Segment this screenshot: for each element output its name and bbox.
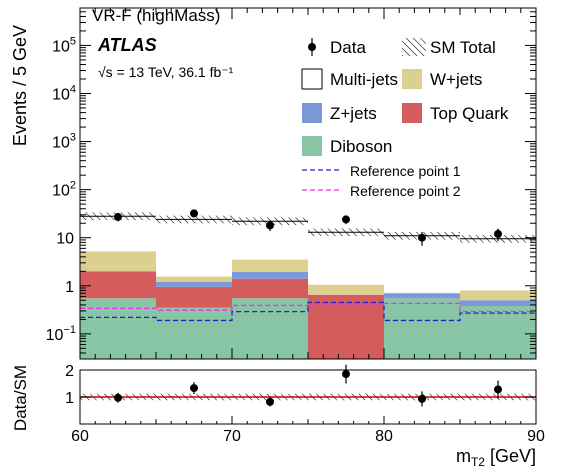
bar-top-quark-bin-0 <box>80 271 156 299</box>
legend: Data SM Total Multi-jets W+jets Z+jets Top Qu… <box>301 38 509 199</box>
data-point-0 <box>114 212 122 221</box>
legend-w-jets-label: W+jets <box>430 70 482 89</box>
ratio-point-3 <box>342 370 350 379</box>
legend-swatch <box>301 68 323 90</box>
legend-multi-jets-label: Multi-jets <box>330 70 398 89</box>
ratio-point-5 <box>494 385 502 394</box>
bar-w-jets-bin-2 <box>232 259 308 272</box>
legend-swatch <box>402 69 422 89</box>
bar-z-jets-bin-2 <box>232 271 308 279</box>
ratio-point-1 <box>190 384 198 393</box>
y-tick-label-5: 104 <box>52 83 76 103</box>
y-tick-label-2: 10 <box>56 231 74 248</box>
x-axis-label: mT2 [GeV] <box>456 446 536 469</box>
legend-data-marker <box>308 43 316 51</box>
y-axis-label: Events / 5 GeV <box>10 25 30 146</box>
bar-w-jets-bin-0 <box>80 251 156 272</box>
legend-data-label: Data <box>330 38 366 57</box>
bar-diboson-bin-0 <box>80 298 156 359</box>
y-tick-label-0: 10−1 <box>46 324 76 344</box>
reference-point-lines <box>80 301 536 322</box>
ratio-point-2 <box>266 397 274 406</box>
bar-w-jets-bin-1 <box>156 276 232 282</box>
sm-total-uncertainty-band <box>80 212 536 243</box>
bar-diboson-bin-1 <box>156 307 232 359</box>
y-tick-label-3: 102 <box>52 180 76 200</box>
legend-swatch <box>302 103 322 123</box>
bar-z-jets-bin-5 <box>460 300 536 306</box>
legend-reference-point-1: Reference point 1 <box>302 163 461 179</box>
bar-diboson-bin-2 <box>232 298 308 359</box>
main-axes: 10−1 1 10 102 103 104 105 <box>46 7 537 360</box>
x-tick-label-3: 90 <box>527 428 545 445</box>
bar-diboson-bin-5 <box>460 305 536 359</box>
energy-lumi-label: √s = 13 TeV, 36.1 fb⁻¹ <box>98 64 234 80</box>
reference-point-1-line <box>80 301 536 322</box>
legend-z-jets: Z+jets <box>302 103 377 123</box>
data-point-4 <box>418 233 426 242</box>
bar-z-jets-bin-1 <box>156 281 232 287</box>
bar-w-jets-bin-5 <box>460 290 536 301</box>
x-tick-label-2: 80 <box>375 428 393 445</box>
legend-reference-point-2: Reference point 2 <box>302 183 461 199</box>
legend-data: Data <box>308 38 366 57</box>
x-tick-label-1: 70 <box>223 428 241 445</box>
bar-w-jets-bin-3 <box>308 284 384 295</box>
data-point-5 <box>494 229 502 238</box>
legend-w-jets: W+jets <box>402 69 482 89</box>
ratio-point-4 <box>418 394 426 403</box>
ratio-points <box>114 364 502 407</box>
bar-top-quark-bin-3 <box>308 294 384 359</box>
data-point-3 <box>342 215 350 224</box>
bar-z-jets-bin-4 <box>384 293 460 299</box>
y-tick-label-1: 1 <box>65 279 74 296</box>
legend-diboson: Diboson <box>302 136 392 156</box>
legend-sm-total: SM Total <box>402 38 496 57</box>
ratio-axes: 1 2 60 70 80 90 <box>65 363 545 445</box>
ratio-y-tick-label-2: 2 <box>65 363 74 380</box>
legend-diboson-label: Diboson <box>330 137 392 156</box>
ratio-y-axis-label: Data/SM <box>11 365 30 431</box>
legend-swatch <box>302 136 322 156</box>
bar-diboson-bin-4 <box>384 298 460 359</box>
bar-top-quark-bin-2 <box>232 278 308 299</box>
legend-hatch-swatch <box>402 38 426 56</box>
legend-reference-point-1-label: Reference point 1 <box>350 163 461 179</box>
ratio-point-0 <box>114 393 122 402</box>
ratio-y-tick-label-1: 1 <box>65 390 74 407</box>
legend-z-jets-label: Z+jets <box>330 104 377 123</box>
reference-point-2-line <box>80 302 536 313</box>
legend-reference-point-2-label: Reference point 2 <box>350 183 461 199</box>
legend-top-quark: Top Quark <box>402 103 509 123</box>
chart-title: VR-F (highMass) <box>92 6 220 25</box>
legend-multi-jets: Multi-jets <box>301 68 398 90</box>
y-tick-label-4: 103 <box>52 132 76 152</box>
data-points <box>114 209 502 246</box>
atlas-label: ATLAS <box>97 35 157 55</box>
ratio-uncertainty-band <box>80 393 536 401</box>
legend-swatch <box>402 103 422 123</box>
x-tick-label-0: 60 <box>71 428 89 445</box>
bar-top-quark-bin-1 <box>156 286 232 308</box>
stacked-histogram <box>80 251 536 359</box>
data-point-2 <box>266 221 274 230</box>
legend-sm-total-label: SM Total <box>430 38 496 57</box>
data-point-1 <box>190 209 198 218</box>
legend-top-quark-label: Top Quark <box>430 104 509 123</box>
y-tick-label-6: 105 <box>52 35 76 55</box>
